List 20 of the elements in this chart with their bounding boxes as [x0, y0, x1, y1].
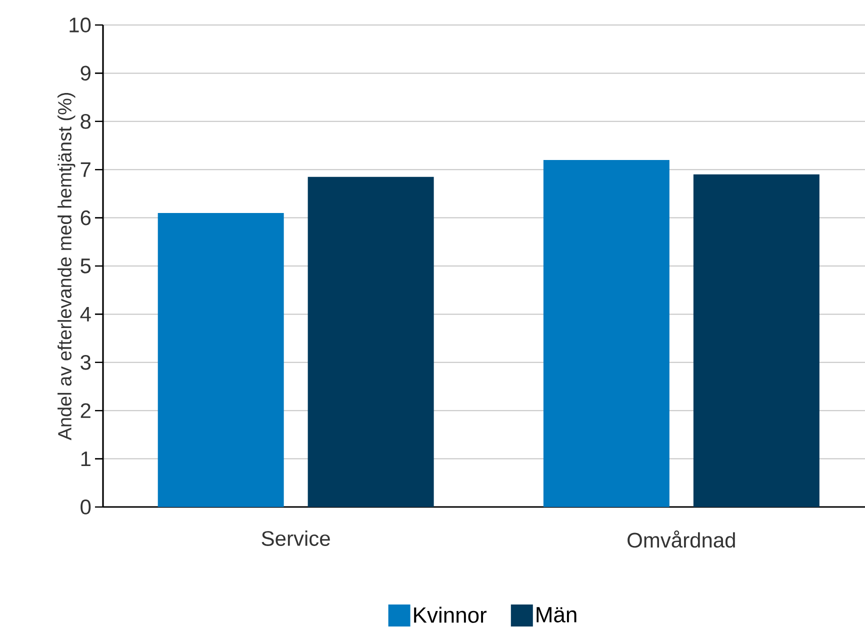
- y-tick-label: 0: [80, 500, 91, 514]
- x-tick-label: Service: [262, 530, 330, 546]
- y-tick-label: 4: [80, 306, 91, 322]
- y-tick-label: 5: [80, 258, 91, 274]
- y-tick-label: 7: [80, 162, 90, 177]
- y-tick-label: 1: [81, 452, 90, 466]
- y-axis-title: Andel av efterlevande med hemtjänst (%): [58, 92, 76, 440]
- bar: [543, 160, 670, 507]
- bar: [308, 176, 434, 507]
- y-tick-label: 2: [80, 403, 90, 418]
- x-tick-label: Omvårdnad: [628, 530, 735, 548]
- legend-label: Män: [536, 607, 576, 622]
- bar: [158, 212, 284, 507]
- y-tick-label: 9: [80, 66, 90, 81]
- y-tick-label: 10: [70, 18, 91, 32]
- y-tick-label: 8: [80, 114, 91, 129]
- y-tick-label: 6: [80, 210, 91, 226]
- legend-label: Kvinnor: [414, 606, 487, 623]
- y-tick-label: 3: [80, 354, 91, 370]
- bar: [693, 174, 820, 507]
